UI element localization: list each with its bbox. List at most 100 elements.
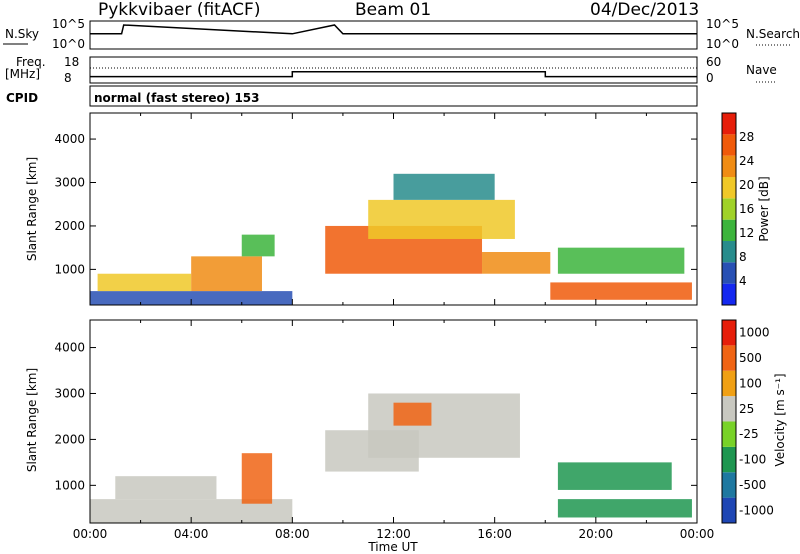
velocity-colorbar-swatch-4 — [722, 396, 736, 422]
velocity-colorbar-swatch-3 — [722, 421, 736, 447]
velocity-colorbar-tick-5: -100 — [739, 453, 766, 467]
velocity-region-6 — [557, 499, 692, 518]
power-region-2 — [191, 256, 262, 292]
power-colorbar-swatch-6 — [722, 155, 736, 177]
power-colorbar: 4 8 12 16 20 24 28 — [721, 112, 754, 306]
time-tick-label-6: 00:00 — [680, 527, 715, 541]
power-colorbar-swatch-0 — [722, 283, 736, 305]
power-heatmap-cells — [90, 173, 692, 305]
nave-tick-top: 60 — [706, 55, 721, 69]
power-ylabel: Slant Range [km] — [25, 157, 39, 261]
velocity-colorbar-swatch-1 — [722, 472, 736, 498]
nsky-frame — [89, 20, 698, 50]
time-tick-label-2: 08:00 — [275, 527, 310, 541]
velocity-colorbar-tick-4: -25 — [739, 427, 759, 441]
velocity-x-ticks — [89, 320, 698, 523]
freq-tick-top: 18 — [64, 55, 79, 69]
power-colorbar-swatch-8 — [722, 113, 736, 135]
time-tick-label-0: 00:00 — [73, 527, 108, 541]
velocity-colorbar-tick-0: 1000 — [739, 326, 770, 340]
velocity-ylabel: Slant Range [km] — [25, 368, 39, 472]
power-panel: 1000 2000 3000 4000 Slant Range [km] 4 8 12 16… — [25, 112, 771, 306]
velocity-colorbar-tick-6: -500 — [739, 478, 766, 492]
site-title: Pykkvibaer (fitACF) — [98, 0, 261, 20]
nsearch-label: N.Search — [746, 27, 800, 41]
cpid-frame — [89, 85, 698, 107]
velocity-colorbar-swatch-0 — [722, 497, 736, 523]
velocity-region-4 — [368, 393, 520, 458]
power-colorbar-swatch-7 — [722, 134, 736, 156]
velocity-colorbar-swatch-6 — [722, 345, 736, 371]
velocity-colorbar-swatch-5 — [722, 370, 736, 397]
power-region-3 — [241, 234, 275, 257]
velocity-colorbar-tick-7: -1000 — [739, 503, 774, 517]
velocity-ytick-label-2: 3000 — [54, 386, 85, 400]
velocity-y-ticks: 1000 2000 3000 4000 — [54, 341, 697, 492]
power-colorbar-tick-1: 8 — [739, 250, 747, 264]
velocity-colorbar-tick-3: 25 — [739, 402, 754, 416]
power-region-9 — [557, 247, 685, 274]
time-tick-label-4: 16:00 — [477, 527, 512, 541]
velocity-colorbar-frame — [721, 319, 737, 524]
power-colorbar-label: Power [dB] — [757, 176, 771, 241]
power-ytick-label-1: 2000 — [54, 219, 85, 233]
power-colorbar-frame — [721, 112, 737, 306]
power-colorbar-tick-2: 12 — [739, 226, 754, 240]
nsky-label: N.Sky — [5, 27, 39, 41]
power-colorbar-swatch-3 — [722, 219, 736, 241]
time-tick-label-1: 04:00 — [174, 527, 209, 541]
date-title: 04/Dec/2013 — [590, 0, 700, 20]
velocity-region-1 — [115, 476, 217, 500]
freq-panel: Freq. [MHz] 18 8 60 0 Nave — [5, 55, 777, 85]
power-colorbar-swatch-4 — [722, 198, 736, 220]
velocity-colorbar-swatch-2 — [722, 446, 736, 473]
time-axis-label: Time UT — [367, 540, 418, 554]
power-x-ticks — [89, 113, 698, 305]
velocity-colorbar-tick-1: 500 — [739, 351, 762, 365]
velocity-ytick-label-1: 2000 — [54, 432, 85, 446]
cpid-panel: CPID normal (fast stereo) 153 — [6, 85, 698, 107]
velocity-colorbar-label: Velocity [m s⁻¹] — [773, 373, 787, 466]
nsky-tick-top-right: 10^5 — [706, 17, 739, 31]
velocity-ytick-label-3: 4000 — [54, 341, 85, 355]
power-y-ticks: 1000 2000 3000 4000 — [54, 132, 697, 276]
freq-frame — [89, 56, 698, 84]
velocity-colorbar: 1000 500 100 25 -25 -100 -500 -1000 — [721, 319, 774, 524]
freq-series-line — [90, 71, 697, 78]
cpid-label: CPID — [6, 91, 38, 105]
velocity-heatmap-cells — [90, 393, 692, 523]
power-colorbar-tick-6: 28 — [739, 130, 754, 144]
velocity-region-5 — [393, 402, 432, 426]
time-tick-label-5: 20:00 — [579, 527, 614, 541]
velocity-region-2 — [241, 453, 273, 504]
velocity-region-7 — [557, 462, 672, 490]
power-colorbar-swatch-1 — [722, 262, 736, 284]
freq-unit-label: [MHz] — [5, 67, 40, 81]
nsky-tick-top: 10^5 — [52, 17, 85, 31]
nsky-tick-bottom: 10^0 — [52, 37, 85, 51]
nave-label: Nave — [746, 63, 777, 77]
nsky-tick-bottom-right: 10^0 — [706, 37, 739, 51]
cpid-text: normal (fast stereo) 153 — [94, 91, 260, 105]
power-colorbar-swatch-2 — [722, 241, 736, 263]
power-region-6 — [393, 173, 495, 200]
power-ytick-label-0: 1000 — [54, 262, 85, 276]
nsky-panel: N.Sky 10^5 10^0 10^5 10^0 N.Search — [3, 17, 800, 51]
velocity-colorbar-tick-2: 100 — [739, 376, 762, 390]
velocity-colorbar-swatch-7 — [722, 320, 736, 346]
power-region-7 — [482, 252, 551, 274]
velocity-region-0 — [90, 499, 293, 523]
power-region-0 — [90, 291, 293, 305]
power-region-5 — [368, 199, 515, 239]
power-colorbar-tick-3: 16 — [739, 202, 754, 216]
velocity-panel: 1000 2000 3000 4000 Slant Range [km] 1000 50… — [25, 319, 787, 554]
nsky-series-line — [90, 24, 697, 35]
power-region-1 — [97, 273, 192, 292]
nave-tick-bottom: 0 — [706, 71, 714, 85]
time-tick-label-3: 12:00 — [376, 527, 411, 541]
freq-tick-bottom: 8 — [64, 71, 72, 85]
power-colorbar-tick-4: 20 — [739, 178, 754, 192]
power-colorbar-swatch-5 — [722, 177, 736, 199]
power-colorbar-tick-5: 24 — [739, 154, 754, 168]
